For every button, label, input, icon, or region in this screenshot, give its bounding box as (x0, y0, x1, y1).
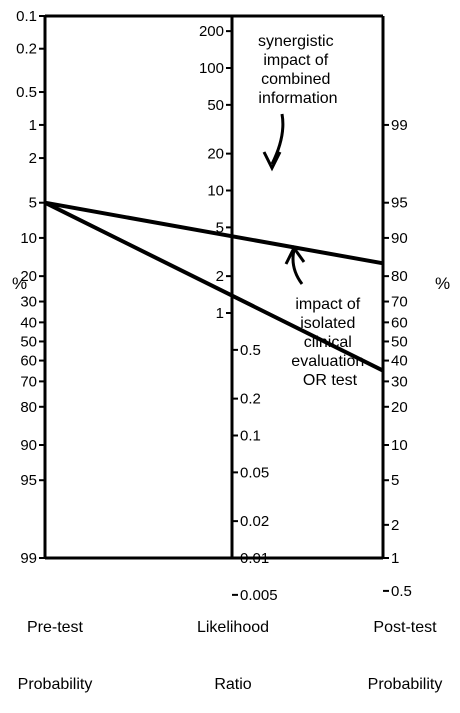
likelihood-ratio-tick-label: 50 (207, 97, 224, 114)
likelihood-ratio-tick-label: 0.2 (240, 391, 261, 408)
isolated-annotation: impact of isolated clinical evaluation O… (291, 296, 368, 389)
post-test-tick-label: 90 (391, 230, 408, 247)
pre-test-probability-label: Pre-test Probability (2, 580, 108, 713)
pre-test-tick-label: 60 (20, 353, 37, 370)
pre-test-tick-label: 1 (29, 117, 37, 134)
post-test-tick-label: 2 (391, 517, 399, 534)
post-test-tick-label: 60 (391, 314, 408, 331)
pre-test-tick-label: 2 (29, 150, 37, 167)
pre-test-tick-label: 40 (20, 314, 37, 331)
post-test-tick-label: 20 (391, 399, 408, 416)
likelihood-ratio-tick-label: 0.1 (240, 428, 261, 445)
post-test-tick-label: 99 (391, 117, 408, 134)
likelihood-ratio-tick-label: 1 (216, 305, 224, 322)
combined-arrowhead (262, 151, 282, 172)
likelihood-ratio-tick-label: 2 (216, 268, 224, 285)
post-test-unit-label: % (435, 274, 450, 293)
pre-test-tick-label: 80 (20, 399, 37, 416)
post-test-tick-label: 30 (391, 373, 408, 390)
combined-annotation: synergistic impact of combined informati… (258, 33, 338, 107)
likelihood-ratio-tick-label: 0.005 (240, 587, 278, 604)
likelihood-ratio-ticks: 10005002001005020105210.50.20.10.050.020… (199, 23, 278, 604)
pre-test-tick-label: 99 (20, 550, 37, 567)
isolated-arrowhead (284, 245, 306, 265)
pre-test-tick-label: 0.2 (16, 41, 37, 58)
likelihood-ratio-tick-label: 0.05 (240, 464, 269, 481)
post-test-probability-label: Post-test Probability (352, 580, 458, 713)
combined-result-line (44, 200, 384, 266)
post-test-tick-label: 0.5 (391, 583, 412, 600)
post-test-tick-label: 40 (391, 353, 408, 370)
likelihood-ratio-tick-label: 5 (216, 219, 224, 236)
likelihood-ratio-tick-label: 10 (207, 183, 224, 200)
post-test-tick-label: 1 (391, 550, 399, 567)
isolated-result-line (44, 200, 384, 373)
likelihood-ratio-tick-label: 0.01 (240, 550, 269, 567)
likelihood-ratio-tick-label: 0.5 (240, 342, 261, 359)
pre-test-tick-label: 5 (29, 195, 37, 212)
post-test-tick-label: 10 (391, 437, 408, 454)
pre-test-tick-label: 70 (20, 373, 37, 390)
likelihood-ratio-label-line2: Ratio (214, 676, 252, 693)
pre-test-tick-label: 30 (20, 294, 37, 311)
likelihood-ratio-tick-label: 20 (207, 146, 224, 163)
likelihood-ratio-tick-label: 100 (199, 60, 224, 77)
pre-test-ticks: 0.1 0.2 0.5 1 2 5 10 20 30 40 50 60 70 80 90 95 99 (16, 8, 45, 567)
likelihood-ratio-label: Likelihood Ratio (180, 580, 286, 713)
pre-test-label-line2: Probability (17, 676, 93, 693)
pre-test-tick-label: 0.5 (16, 84, 37, 101)
post-test-tick-label: 5 (391, 472, 399, 489)
pre-test-tick-label: 20 (20, 268, 37, 285)
pre-test-unit-label: % (12, 274, 27, 293)
post-test-tick-label: 95 (391, 195, 408, 212)
combined-arrow (270, 113, 285, 165)
result-lines (44, 200, 384, 373)
pre-test-tick-label: 50 (20, 333, 37, 350)
pre-test-tick-label: 10 (20, 230, 37, 247)
pre-test-tick-label: 95 (20, 472, 37, 489)
post-test-tick-label: 50 (391, 333, 408, 350)
post-test-tick-label: 70 (391, 294, 408, 311)
pre-test-tick-label: 0.1 (16, 8, 37, 25)
nomogram-frame (43, 14, 385, 560)
isolated-arrow (291, 249, 304, 285)
annotations: synergistic impact of combined informati… (258, 33, 368, 389)
post-test-label-line2: Probability (367, 676, 443, 693)
pre-test-tick-label: 90 (20, 437, 37, 454)
likelihood-ratio-tick-label: 200 (199, 23, 224, 40)
likelihood-ratio-tick-label: 0.02 (240, 513, 269, 530)
post-test-tick-label: 80 (391, 268, 408, 285)
